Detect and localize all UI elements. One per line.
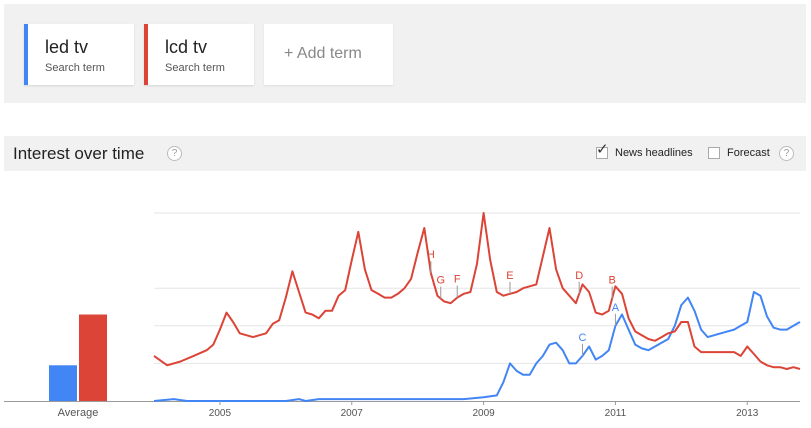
term-name: led tv <box>45 37 89 57</box>
forecast-help-icon[interactable]: ? <box>779 146 794 161</box>
x-tick-label: 2013 <box>736 408 759 419</box>
average-label: Average <box>58 407 99 419</box>
x-tick-label: 2007 <box>341 408 364 419</box>
series-line-lcd-tv <box>153 212 801 370</box>
annotation-C[interactable]: C <box>578 332 586 344</box>
term-subtitle: Search term <box>165 62 225 74</box>
term-card-led-tv[interactable]: led tv Search term <box>24 24 134 85</box>
add-term-label: + Add term <box>284 45 362 62</box>
help-icon[interactable]: ? <box>167 146 182 161</box>
series-line-led-tv <box>153 291 801 402</box>
term-color-stripe <box>24 24 28 85</box>
annotation-H[interactable]: H <box>427 249 435 261</box>
interest-over-time-header: Interest over time ? ✓ News headlines Fo… <box>4 136 806 171</box>
term-color-stripe <box>144 24 148 85</box>
annotation-F[interactable]: F <box>454 274 461 286</box>
news-headlines-label[interactable]: News headlines <box>615 147 693 159</box>
search-terms-panel: led tv Search term lcd tv Search term + … <box>4 4 806 103</box>
annotation-B[interactable]: B <box>608 275 615 287</box>
annotation-G[interactable]: G <box>436 275 445 287</box>
term-card-lcd-tv[interactable]: lcd tv Search term <box>144 24 254 85</box>
annotation-D[interactable]: D <box>575 270 583 282</box>
annotation-A[interactable]: A <box>612 302 620 314</box>
checkmark-icon: ✓ <box>596 141 609 158</box>
x-tick-label: 2005 <box>209 408 232 419</box>
x-tick-label: 2009 <box>472 408 495 419</box>
news-headlines-checkbox[interactable]: ✓ <box>596 142 609 159</box>
forecast-label[interactable]: Forecast <box>727 147 770 159</box>
forecast-checkbox[interactable] <box>708 147 720 159</box>
annotation-E[interactable]: E <box>506 270 513 282</box>
add-term-button[interactable]: + Add term <box>264 24 393 85</box>
term-subtitle: Search term <box>45 62 105 74</box>
term-name: lcd tv <box>165 37 208 57</box>
section-title: Interest over time <box>13 144 145 163</box>
average-bar-lcd-tv <box>79 314 107 401</box>
x-tick-label: 2011 <box>605 408 627 419</box>
average-bar-led-tv <box>49 365 77 401</box>
